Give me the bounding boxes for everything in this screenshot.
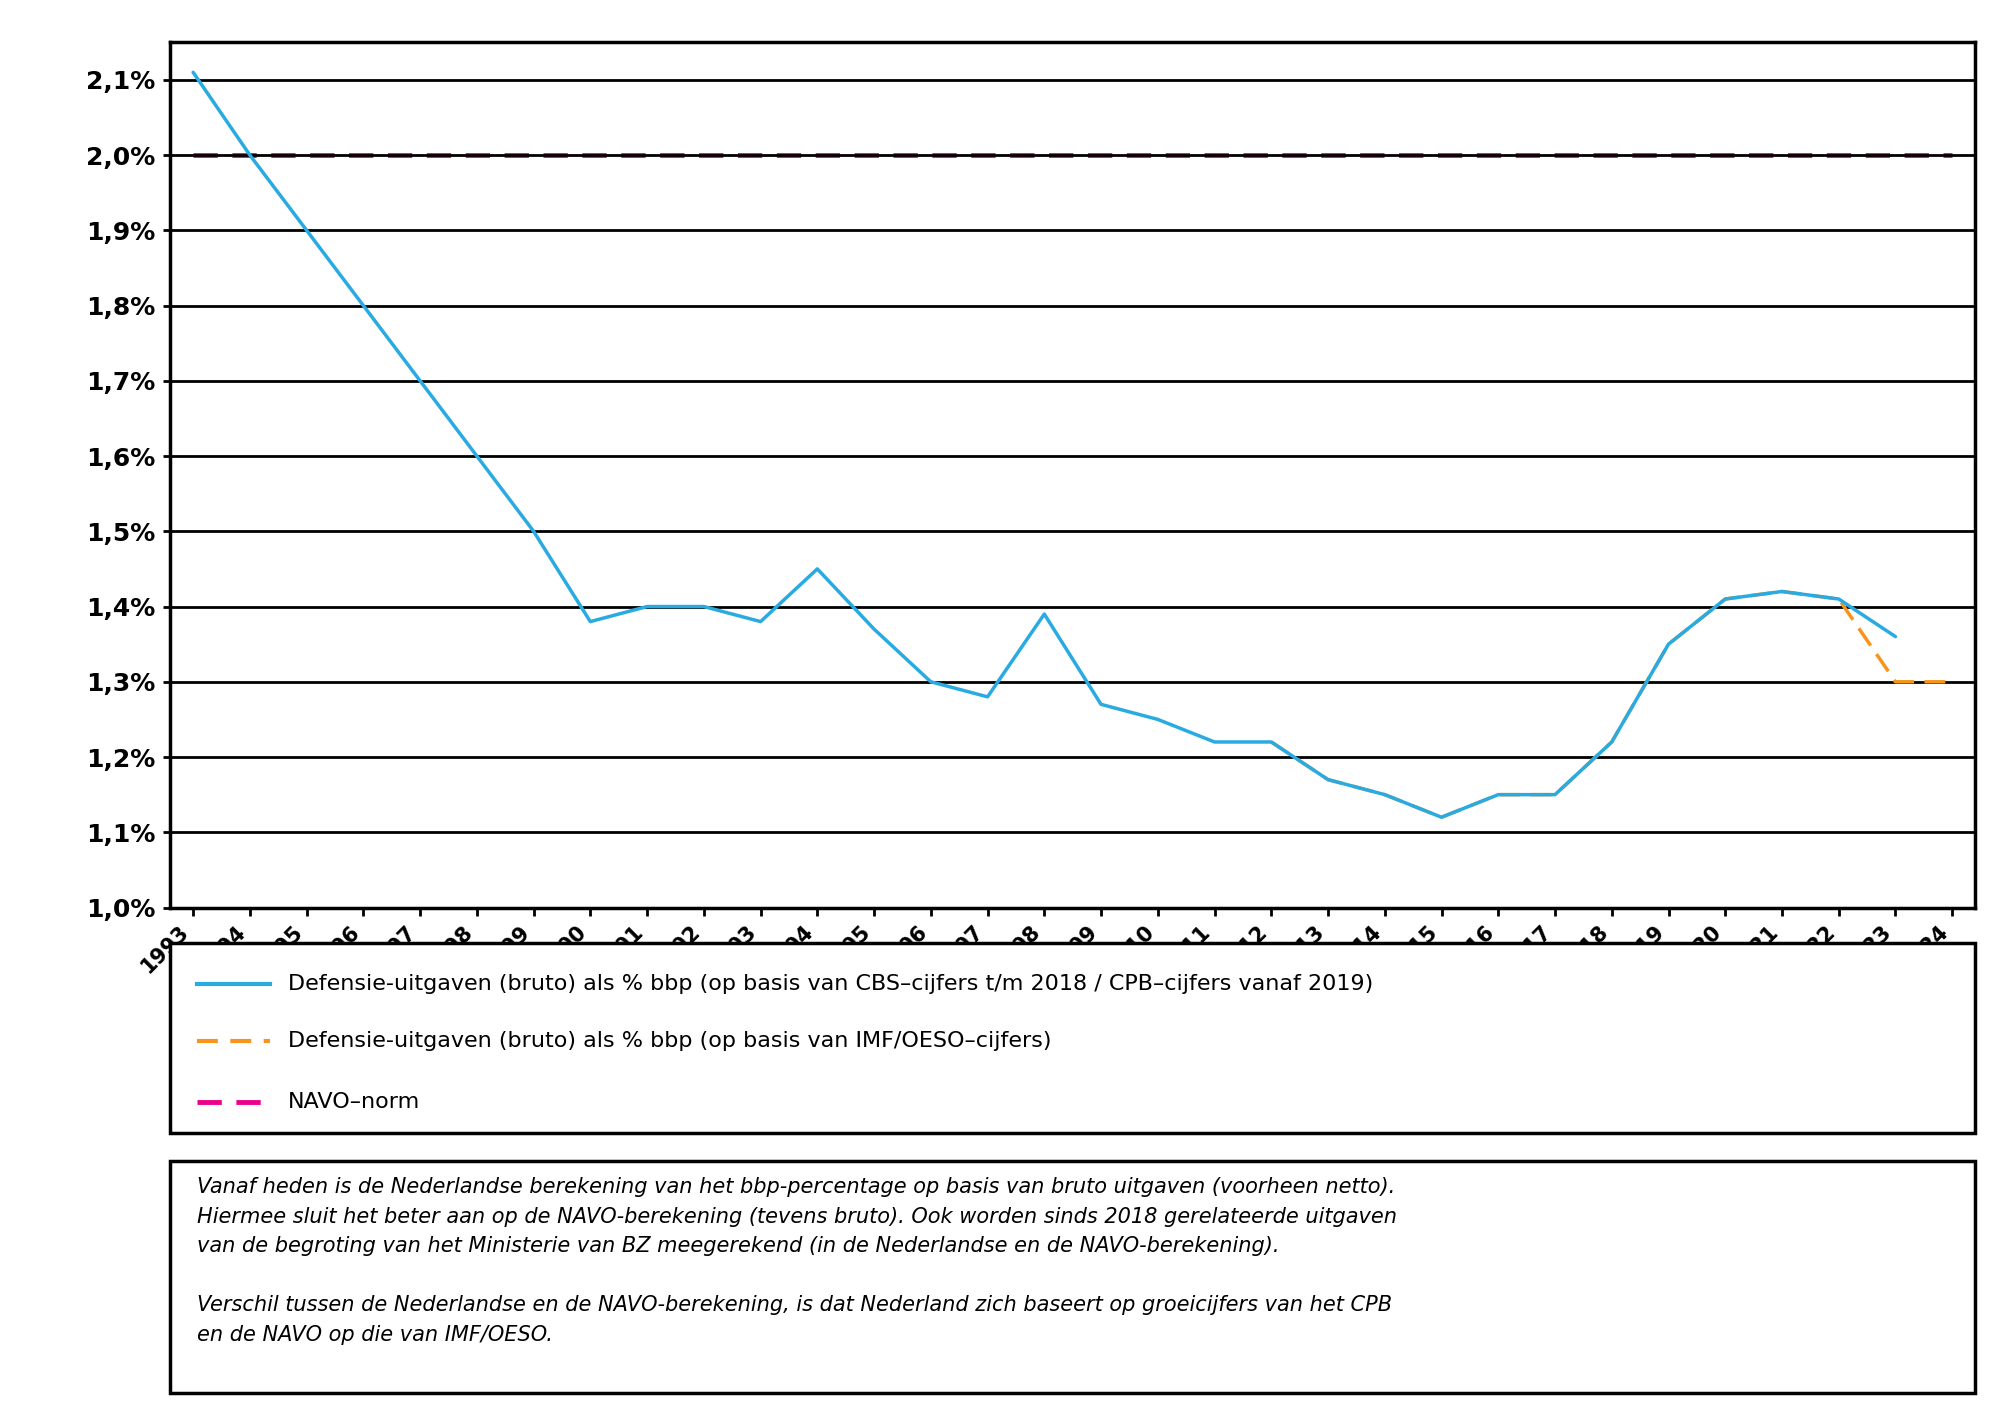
Text: NAVO–norm: NAVO–norm — [289, 1092, 419, 1113]
FancyBboxPatch shape — [170, 943, 1975, 1133]
Text: Vanaf heden is de Nederlandse berekening van het bbp-percentage op basis van bru: Vanaf heden is de Nederlandse berekening… — [196, 1178, 1397, 1256]
Text: Verschil tussen de Nederlandse en de NAVO-berekening, is dat Nederland zich base: Verschil tussen de Nederlandse en de NAV… — [196, 1296, 1393, 1345]
FancyBboxPatch shape — [170, 1161, 1975, 1393]
Text: Defensie-uitgaven (bruto) als % bbp (op basis van IMF/OESO–cijfers): Defensie-uitgaven (bruto) als % bbp (op … — [289, 1031, 1051, 1051]
Text: Defensie-uitgaven (bruto) als % bbp (op basis van CBS–cijfers t/m 2018 / CPB–cij: Defensie-uitgaven (bruto) als % bbp (op … — [289, 975, 1373, 995]
